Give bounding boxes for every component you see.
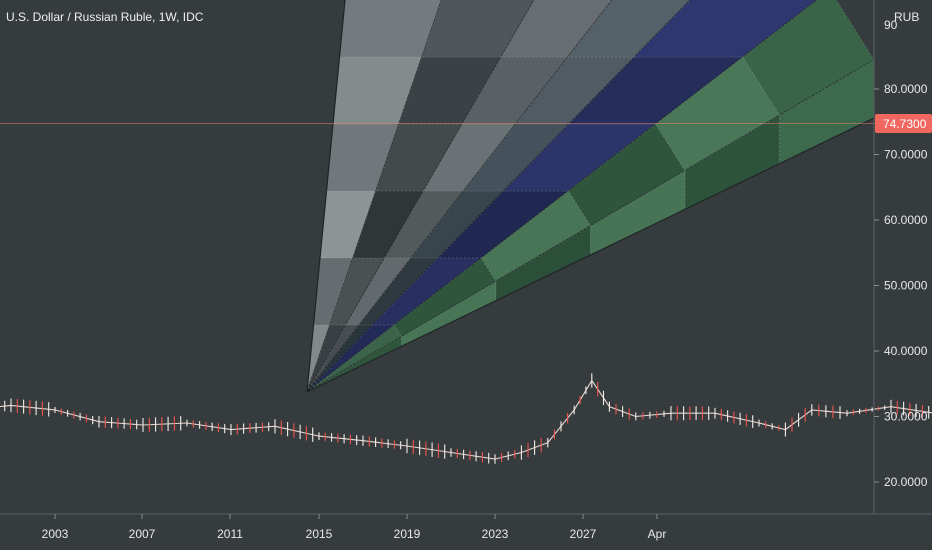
x-tick-label: 2011	[217, 527, 243, 541]
fan-band-cell	[398, 56, 502, 125]
fan-band-cell	[306, 336, 402, 393]
chart-title: U.S. Dollar / Russian Ruble, 1W, IDC	[6, 10, 204, 24]
y-tick-label: 60.0000	[884, 213, 928, 227]
gann-fan-overlay	[306, 0, 875, 393]
x-tick-label: 2023	[482, 527, 509, 541]
fan-band-cell	[462, 123, 570, 192]
fan-band-cell	[480, 190, 591, 282]
fan-band-cell	[421, 0, 535, 58]
fan-band-cell	[437, 190, 570, 259]
fan-band-cell	[422, 123, 517, 192]
price-series-line	[0, 379, 932, 460]
y-tick-label: 50.0000	[884, 279, 928, 293]
fan-band-cell	[495, 225, 591, 302]
fan-ray	[306, 117, 875, 393]
x-tick-label: 2019	[394, 527, 421, 541]
fan-band-cell	[375, 123, 463, 192]
fan-band-cell	[358, 257, 439, 326]
fan-band-cell	[515, 56, 636, 125]
y-tick-label: 70.0000	[884, 148, 928, 162]
fan-band-cell	[568, 56, 744, 125]
y-tick-label: 80.0000	[884, 82, 928, 96]
y-tick-label: 30.0000	[884, 410, 928, 424]
fan-band-cell	[633, 0, 818, 58]
y-tick-label: 20.0000	[884, 475, 928, 489]
x-tick-label: 2007	[129, 527, 156, 541]
fan-band-cell	[329, 257, 386, 326]
y-tick-label: 40.0000	[884, 344, 928, 358]
currency-label: RUB	[894, 10, 919, 24]
time-axis[interactable]: 2003 2007 2011 2015 2019 2023 2027 Apr	[42, 514, 667, 541]
price-axis[interactable]: 20.0000 30.0000 40.0000 50.0000 60.0000 70.00…	[874, 18, 928, 489]
fan-band-cell	[306, 324, 402, 393]
y-tick-label: 90	[884, 18, 898, 32]
last-price-label: 74.7300	[883, 117, 927, 131]
fan-band-cell	[567, 0, 691, 58]
fan-ray	[306, 0, 346, 393]
fan-band-cell	[779, 59, 875, 165]
fan-band-cell	[655, 56, 780, 172]
fan-band-cell	[352, 190, 425, 259]
x-tick-label: 2003	[42, 527, 69, 541]
price-series-candles	[4, 373, 930, 464]
last-price-badge: 74.7300	[875, 114, 932, 134]
fan-band-cell	[500, 0, 613, 58]
x-tick-label: 2027	[570, 527, 597, 541]
x-tick-label: Apr	[648, 527, 667, 541]
x-tick-label: 2015	[306, 527, 333, 541]
